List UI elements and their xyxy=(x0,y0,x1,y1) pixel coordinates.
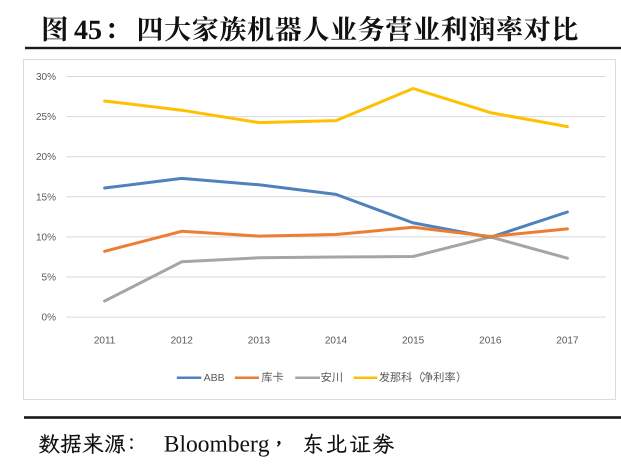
svg-text:2012: 2012 xyxy=(171,336,194,347)
svg-text:20%: 20% xyxy=(36,152,56,163)
svg-text:2016: 2016 xyxy=(479,336,502,347)
svg-text:2017: 2017 xyxy=(556,336,579,347)
svg-text:15%: 15% xyxy=(36,192,56,203)
svg-text:ABB: ABB xyxy=(204,372,225,384)
svg-text:5%: 5% xyxy=(42,273,57,284)
svg-text:2011: 2011 xyxy=(94,336,116,347)
svg-text:2015: 2015 xyxy=(402,336,425,347)
svg-text:2013: 2013 xyxy=(248,336,271,347)
svg-text:2014: 2014 xyxy=(325,336,348,347)
svg-text:10%: 10% xyxy=(36,232,56,243)
svg-text:0%: 0% xyxy=(42,313,57,324)
svg-text:30%: 30% xyxy=(36,72,56,83)
svg-text:25%: 25% xyxy=(36,112,56,123)
